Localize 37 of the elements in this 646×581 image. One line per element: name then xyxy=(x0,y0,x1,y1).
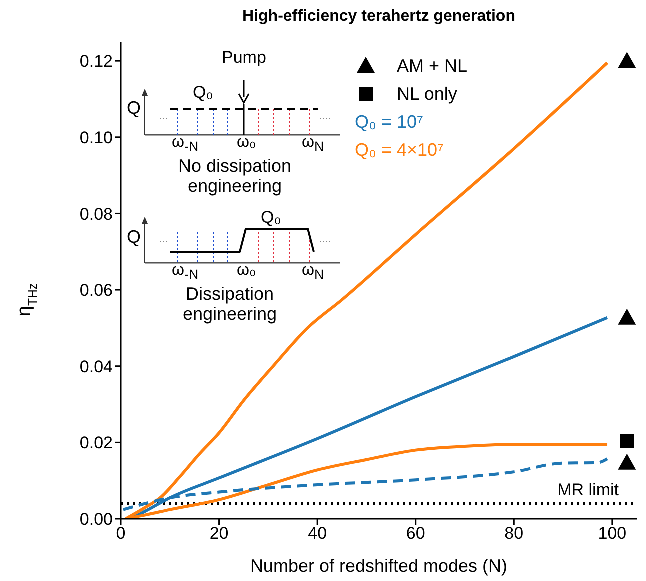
annotation: Q₀ xyxy=(261,208,282,227)
x-tick-label: 60 xyxy=(406,524,426,544)
x-tick-label: 0 xyxy=(116,524,126,544)
ref-line-label: MR limit xyxy=(558,480,620,500)
annotation: ω$_{-N}$ xyxy=(172,262,199,282)
y-tick-label: 0.06 xyxy=(80,281,113,300)
y-tick-label: 0.00 xyxy=(80,510,113,530)
annotation: ω₀ xyxy=(237,262,256,279)
point xyxy=(620,434,634,448)
annotation: Pump xyxy=(222,48,266,67)
annotation: ω$_{N}$ xyxy=(302,262,324,282)
annotation: Dissipation engineering xyxy=(182,284,278,324)
annotation: ω$_{N}$ xyxy=(302,134,324,154)
x-axis-title: Number of redshifted modes (N) xyxy=(250,556,508,576)
legend-label: AM + NL xyxy=(397,56,468,76)
y-tick-label: 0.02 xyxy=(80,434,113,453)
point xyxy=(618,52,636,68)
annotation: Q xyxy=(127,98,142,118)
chart-title: High-efficiency terahertz generation xyxy=(242,8,516,26)
legend-label: NL only xyxy=(397,84,458,104)
y-tick-label: 0.12 xyxy=(80,52,113,72)
x-tick-label: 20 xyxy=(210,524,229,544)
point xyxy=(618,454,636,470)
x-tick-label: 100 xyxy=(598,524,627,544)
annotation: Q xyxy=(127,227,142,247)
text: Q₀ = 10⁷ xyxy=(355,112,424,132)
y-tick-label: 0.10 xyxy=(80,128,113,148)
annotation: ω₀ xyxy=(237,134,256,151)
y-tick-label: 0.08 xyxy=(80,204,113,224)
annotation: No dissipation engineering xyxy=(178,156,292,196)
x-tick-label: 80 xyxy=(504,524,524,544)
x-tick-label: 40 xyxy=(308,524,328,544)
annotation: ω$_{-N}$ xyxy=(172,134,199,154)
text: Q₀ = 4×10⁷ xyxy=(355,140,444,160)
y-tick-label: 0.04 xyxy=(80,357,113,376)
annotation: Q₀ xyxy=(193,83,214,102)
point xyxy=(618,308,636,325)
